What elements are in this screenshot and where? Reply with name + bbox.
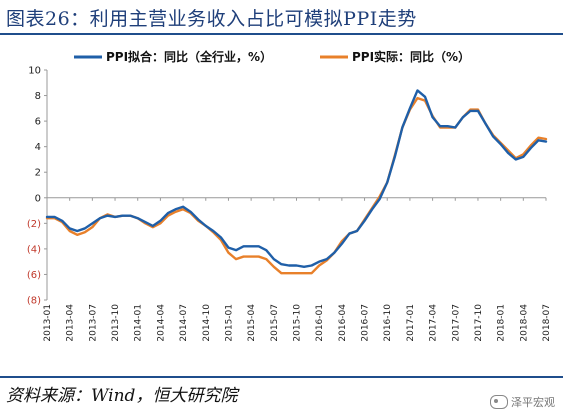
x-tick-label: 2018-07 — [542, 304, 552, 342]
footer-divider — [0, 376, 563, 378]
y-tick-label: 8 — [35, 91, 41, 102]
y-tick-label: 6 — [35, 117, 41, 128]
x-tick-label: 2017-04 — [429, 304, 439, 342]
x-tick-label: 2017-10 — [474, 304, 484, 342]
x-tick-label: 2013-10 — [111, 304, 121, 342]
series-line-fitted — [45, 89, 548, 268]
source-note: 资料来源：Wind，恒大研究院 — [6, 386, 238, 406]
x-tick-label: 2015-01 — [224, 304, 234, 342]
watermark-label: 泽平宏观 — [511, 396, 555, 409]
y-tick-label: 2 — [35, 168, 41, 179]
x-tick-label: 2015-04 — [247, 304, 257, 342]
y-tick-label: (6) — [27, 270, 41, 281]
x-tick-label: 2015-07 — [270, 304, 280, 342]
chart-title: 图表26：利用主营业务收入占比可模拟PPI走势 — [6, 8, 417, 30]
x-tick-label: 2014-07 — [179, 304, 189, 342]
y-tick-label: 0 — [35, 193, 41, 204]
x-tick-label: 2018-01 — [497, 304, 507, 342]
y-tick-label: 4 — [35, 142, 41, 153]
x-tick-label: 2016-07 — [361, 304, 371, 342]
y-tick-label: (4) — [27, 244, 41, 255]
legend-label: PPI拟合：同比（全行业，%） — [106, 49, 272, 64]
y-tick-label: 10 — [28, 66, 41, 77]
x-tick-label: 2017-07 — [451, 304, 461, 342]
line-chart: 10 8 6 4 2 0 (2) (4) (6) (8)2013-01 2013-04 2013-07… — [27, 49, 552, 342]
x-tick-label: 2016-01 — [315, 304, 325, 342]
title-divider — [0, 33, 563, 35]
x-tick-label: 2014-10 — [202, 304, 212, 342]
x-tick-label: 2015-10 — [293, 304, 303, 342]
watermark: 泽平宏观 — [490, 394, 555, 410]
x-tick-label: 2014-04 — [156, 304, 166, 342]
series-line-actual — [45, 96, 548, 275]
x-tick-label: 2013-01 — [43, 304, 53, 342]
x-tick-label: 2013-04 — [66, 304, 76, 342]
x-tick-label: 2013-07 — [88, 304, 98, 342]
y-tick-label: (8) — [27, 296, 41, 307]
x-tick-label: 2016-04 — [338, 304, 348, 342]
x-tick-label: 2018-04 — [519, 304, 529, 342]
x-tick-label: 2016-10 — [383, 304, 393, 342]
legend-label: PPI实际：同比（%） — [352, 49, 470, 64]
x-tick-label: 2014-01 — [134, 304, 144, 342]
x-tick-label: 2017-01 — [406, 304, 416, 342]
y-tick-label: (2) — [27, 219, 41, 230]
wechat-icon — [490, 395, 508, 409]
